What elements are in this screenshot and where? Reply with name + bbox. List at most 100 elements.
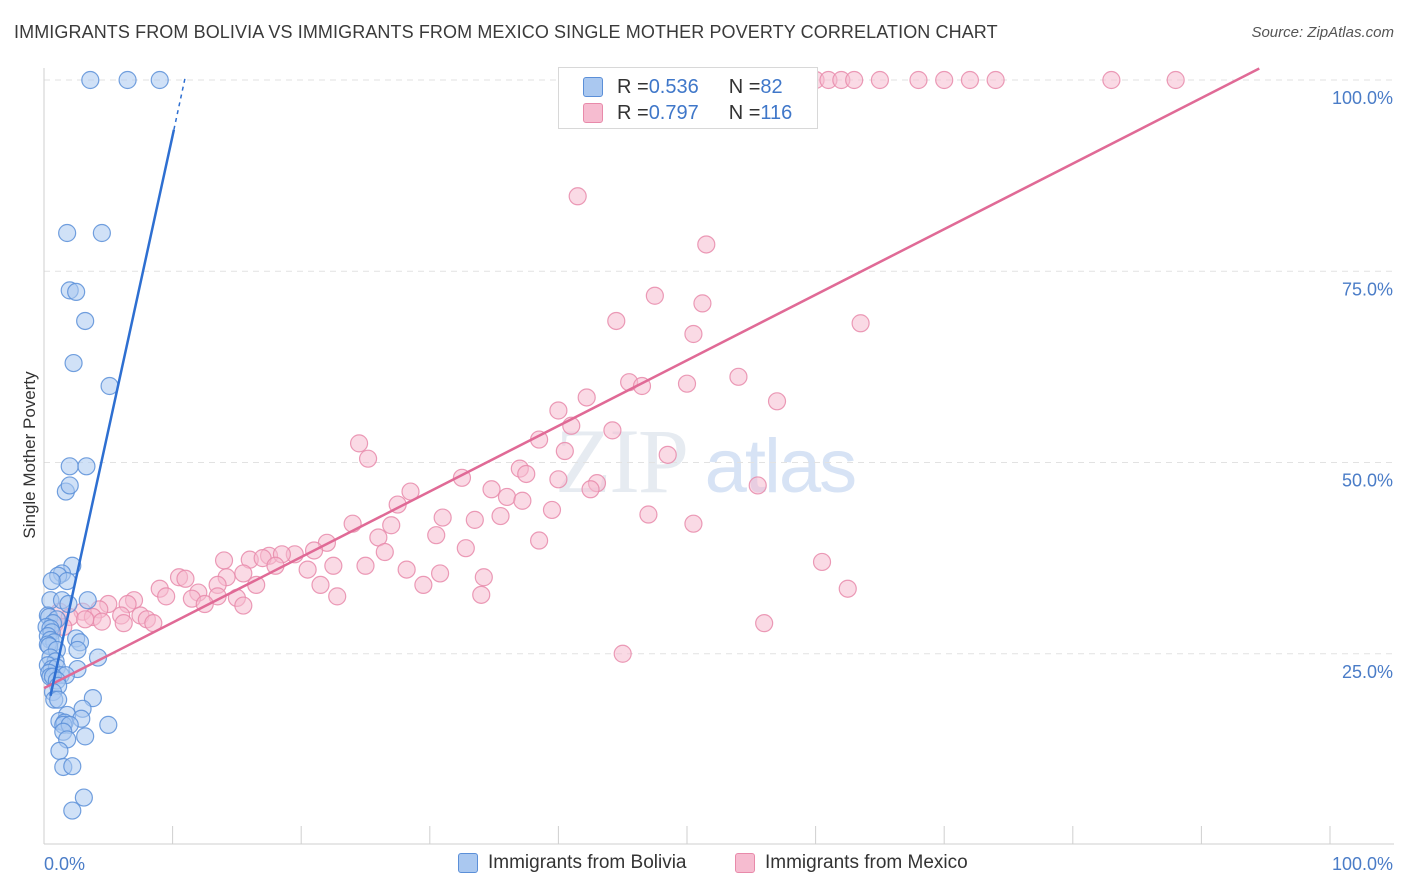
legend-swatch-mexico — [735, 853, 755, 873]
mexico-point-51 — [382, 516, 401, 535]
mexico-point-104 — [114, 614, 133, 633]
mexico-r-label: R = — [617, 101, 649, 124]
watermark-atlas: atlas — [704, 424, 858, 509]
mexico-point-16 — [645, 286, 664, 305]
mexico-point-6 — [845, 70, 864, 90]
mexico-point-11 — [986, 70, 1005, 90]
mexico-point-30 — [349, 434, 369, 453]
bolivia-points-layer — [37, 70, 169, 820]
y-tick-label-75: 75.0% — [1342, 279, 1393, 299]
mexico-point-17 — [693, 294, 712, 313]
legend-item-mexico[interactable]: Immigrants from Mexico — [735, 852, 968, 874]
mexico-point-77 — [414, 575, 433, 595]
mexico-point-39 — [748, 476, 767, 495]
mexico-point-70 — [298, 560, 317, 579]
mexico-trend-line — [43, 67, 1260, 690]
y-tick-label-25: 25.0% — [1342, 662, 1393, 682]
source-label: Source: ZipAtlas.com — [1251, 24, 1394, 41]
mexico-point-20 — [851, 314, 870, 333]
bolivia-r-value: 0.536 — [648, 75, 699, 98]
mexico-point-45 — [542, 500, 562, 520]
legend-item-bolivia[interactable]: Immigrants from Bolivia — [458, 852, 687, 874]
mexico-point-46 — [491, 506, 510, 526]
mexico-point-12 — [1102, 70, 1121, 90]
chart-legend: Immigrants from Bolivia Immigrants from … — [0, 852, 1406, 878]
mexico-point-42 — [497, 487, 517, 507]
mexico-point-13 — [1166, 70, 1185, 90]
mexico-point-49 — [639, 505, 658, 524]
mexico-point-14 — [568, 187, 587, 206]
mexico-point-59 — [375, 542, 394, 562]
legend-swatch-bolivia — [458, 853, 478, 873]
legend-label-bolivia: Immigrants from Bolivia — [488, 852, 687, 873]
mexico-point-23 — [677, 374, 697, 393]
mexico-point-8 — [909, 70, 928, 90]
mexico-point-57 — [456, 539, 475, 558]
mexico-point-67 — [324, 556, 343, 575]
mexico-point-52 — [684, 514, 703, 533]
bolivia-point-38 — [68, 640, 87, 660]
y-tick-label-100: 100.0% — [1332, 88, 1393, 108]
mexico-point-113 — [767, 392, 787, 411]
tick-labels-layer: 25.0% 50.0% 75.0% 100.0% 0.0% 100.0% Single Mo… — [20, 88, 1393, 874]
mexico-point-76 — [176, 569, 195, 588]
bolivia-point-0 — [81, 70, 100, 90]
mexico-point-40 — [482, 480, 501, 499]
chart-title: IMMIGRANTS FROM BOLIVIA VS IMMIGRANTS FR… — [14, 22, 998, 42]
bolivia-point-55 — [49, 690, 68, 709]
mexico-point-93 — [234, 596, 253, 615]
mexico-point-15 — [697, 235, 716, 254]
mexico-n-value: 116 — [760, 101, 793, 124]
mexico-n-label: N = — [728, 101, 761, 124]
bolivia-point-3 — [58, 223, 77, 243]
bolivia-point-21 — [78, 591, 97, 610]
bolivia-n-value: 82 — [760, 75, 783, 98]
mexico-point-72 — [430, 564, 450, 583]
mexico-swatch — [583, 103, 603, 123]
mexico-point-55 — [530, 531, 549, 550]
mexico-point-102 — [92, 612, 111, 631]
bolivia-point-13 — [60, 476, 79, 495]
mexico-point-69 — [397, 560, 416, 579]
bolivia-r-label: R = — [617, 75, 649, 98]
mexico-r-value: 0.797 — [648, 101, 699, 124]
bolivia-point-71 — [74, 788, 93, 807]
mexico-point-32 — [658, 445, 677, 464]
mexico-point-34 — [517, 464, 536, 484]
mexico-point-25 — [577, 388, 596, 407]
y-tick-label-50: 50.0% — [1342, 471, 1393, 491]
mexico-point-18 — [607, 311, 626, 331]
mexico-point-74 — [474, 568, 493, 587]
bolivia-point-10 — [60, 457, 79, 476]
bolivia-point-70 — [63, 757, 82, 776]
bolivia-point-2 — [150, 70, 169, 90]
mexico-point-31 — [358, 449, 378, 468]
bolivia-point-66 — [76, 727, 95, 746]
mexico-point-48 — [465, 510, 484, 529]
mexico-point-28 — [603, 421, 622, 440]
trend-lines-layer — [43, 67, 1260, 697]
bolivia-point-8 — [64, 353, 83, 373]
mexico-point-110 — [755, 614, 774, 633]
mexico-point-54 — [427, 526, 446, 545]
mexico-point-109 — [812, 552, 832, 572]
mexico-point-83 — [472, 585, 491, 604]
bolivia-point-11 — [77, 457, 96, 476]
bolivia-trend-extension — [173, 76, 187, 130]
mexico-point-38 — [581, 480, 600, 499]
mexico-point-47 — [433, 508, 452, 527]
stats-row-mexico: R = 0.797 N = 116 — [583, 99, 792, 127]
mexico-point-112 — [555, 441, 574, 461]
y-axis-title: Single Mother Poverty — [20, 371, 39, 539]
mexico-point-111 — [613, 644, 632, 663]
mexico-points-layer — [45, 70, 1185, 663]
bolivia-trend-line — [49, 129, 176, 697]
x-tick-label-100: 100.0% — [1332, 854, 1393, 874]
bolivia-point-72 — [63, 801, 82, 820]
mexico-point-108 — [838, 579, 857, 598]
mexico-point-9 — [935, 70, 954, 90]
correlation-stats-box: R = 0.536 N = 82 R = 0.797 N = 116 — [558, 67, 818, 129]
mexico-point-84 — [157, 587, 176, 606]
mexico-point-68 — [356, 556, 375, 575]
